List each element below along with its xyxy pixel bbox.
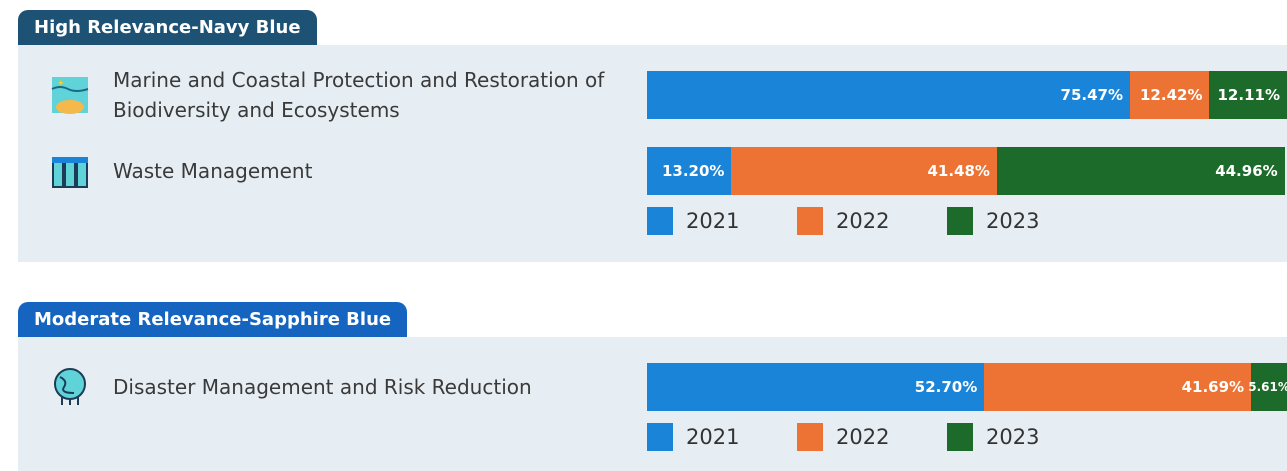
legend-label: 2021 bbox=[686, 425, 740, 449]
legend-label: 2023 bbox=[986, 209, 1040, 233]
value-label: 13.20% bbox=[661, 162, 725, 180]
category-icon bbox=[51, 77, 89, 114]
legend-label: 2022 bbox=[836, 425, 890, 449]
legend-label: 2022 bbox=[836, 209, 890, 233]
value-label: 52.70% bbox=[914, 378, 978, 396]
category-label: Disaster Management and Risk Reduction bbox=[113, 375, 532, 399]
category-label: Marine and Coastal Protection and Restor… bbox=[113, 68, 605, 122]
legend-swatch bbox=[797, 423, 823, 451]
category-icon bbox=[54, 368, 86, 405]
value-label: 41.48% bbox=[927, 162, 990, 180]
value-label: 5.61% bbox=[1248, 380, 1287, 394]
category-icon bbox=[52, 157, 88, 188]
value-label: 75.47% bbox=[1060, 86, 1123, 104]
bar-segment: 44.96% bbox=[996, 147, 1285, 195]
category-label: Waste Management bbox=[113, 159, 313, 183]
legend-label: 2021 bbox=[686, 209, 740, 233]
panel-title: Moderate Relevance-Sapphire Blue bbox=[18, 302, 408, 337]
value-label: 12.11% bbox=[1217, 86, 1280, 104]
legend-swatch bbox=[947, 207, 973, 235]
legend-swatch bbox=[797, 207, 823, 235]
bar-segment: 5.61% bbox=[1248, 363, 1287, 411]
bar-segment: 12.11% bbox=[1209, 71, 1287, 119]
value-label: 12.42% bbox=[1140, 86, 1203, 104]
value-label: 44.96% bbox=[1215, 162, 1278, 180]
bar-segment: 75.47% bbox=[647, 71, 1130, 119]
bar-segment: 12.42% bbox=[1130, 71, 1210, 119]
value-label: 41.69% bbox=[1181, 378, 1245, 396]
panel-title: High Relevance-Navy Blue bbox=[18, 10, 317, 45]
bar-segment: 41.48% bbox=[731, 147, 997, 195]
bar-segment: 13.20% bbox=[647, 147, 732, 195]
legend-label: 2023 bbox=[986, 425, 1040, 449]
bar-segment: 41.69% bbox=[984, 363, 1252, 411]
bar-segment: 52.70% bbox=[647, 363, 985, 411]
legend-swatch bbox=[647, 207, 673, 235]
legend-swatch bbox=[947, 423, 973, 451]
legend-swatch bbox=[647, 423, 673, 451]
